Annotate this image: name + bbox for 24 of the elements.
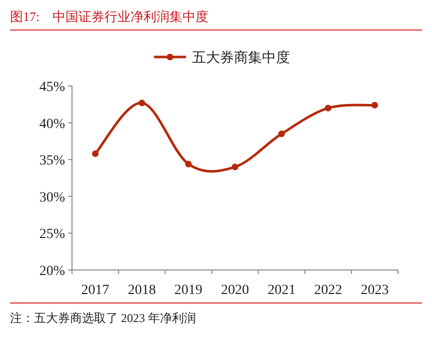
y-tick-label: 45%	[39, 80, 66, 95]
point	[278, 130, 285, 138]
point	[324, 104, 332, 112]
x-tick-label: 2018	[128, 283, 156, 298]
text: 注：五大券商选取了 2023 年净利润	[10, 311, 196, 325]
x-tick-label: 2022	[314, 283, 342, 298]
point	[92, 150, 99, 158]
y-tick-label: 20%	[39, 264, 66, 279]
legend-label: 五大券商集中度	[192, 50, 290, 66]
point	[371, 102, 378, 108]
legend: 五大券商集中度	[154, 51, 290, 66]
y-tick-label: 30%	[39, 190, 66, 206]
x-tick-label: 2021	[268, 283, 296, 298]
x-tick-label: 2020	[221, 283, 249, 298]
point	[232, 164, 238, 170]
point	[138, 100, 146, 106]
chart-title: 图17: 中国证券行业净利润集中度	[10, 9, 209, 24]
x-tick-label: 2019	[174, 283, 202, 298]
x-tick-label: 2023	[360, 283, 389, 298]
y-tick-label: 40%	[39, 116, 66, 132]
y-tick-label: 35%	[39, 154, 66, 169]
y-tick-label: 25%	[39, 227, 66, 242]
x-tick-label: 2017	[81, 283, 110, 298]
point	[185, 160, 192, 168]
